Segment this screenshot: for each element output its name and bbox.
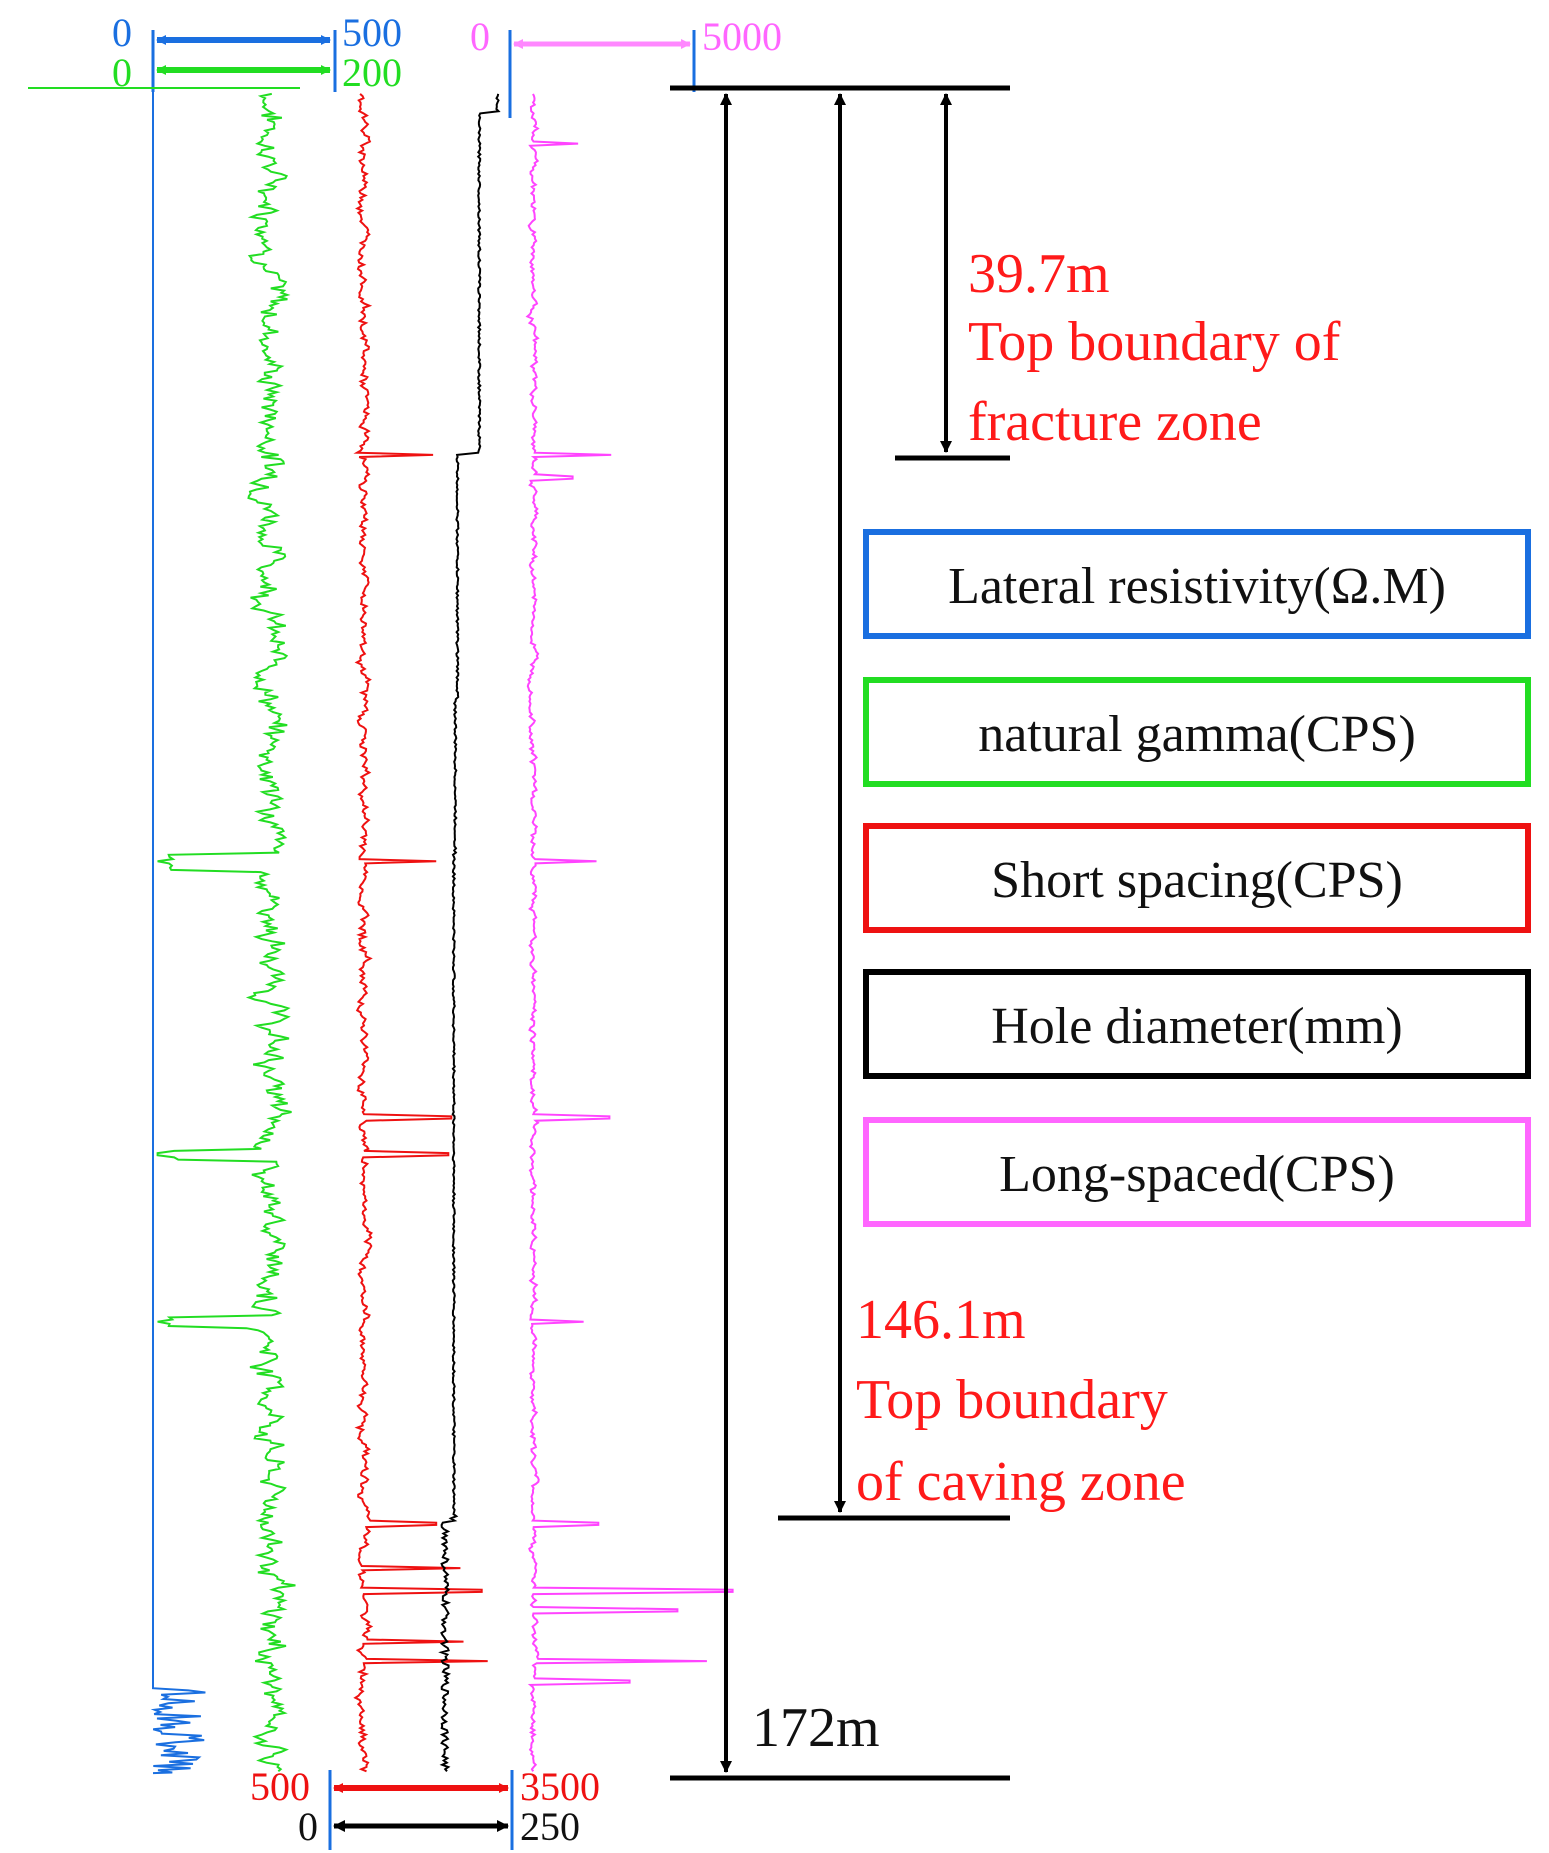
caving-depth-text-2: of caving zone [856,1451,1186,1513]
fracture-depth-text-1: Top boundary of [968,311,1341,373]
lateral-resistivity-curve [150,88,206,1775]
hole-diameter-scale-max: 250 [520,1804,580,1849]
short-spacing-scale-min: 500 [250,1764,310,1809]
gamma-scale-min: 0 [112,50,132,95]
legend-label-resistivity: Lateral resistivity(Ω.M) [948,558,1446,615]
legend: Lateral resistivity(Ω.M) natural gamma(C… [863,529,1531,1227]
bottom-scales: 500 3500 0 250 [250,1764,600,1850]
resistivity-scale-min: 0 [112,10,132,55]
legend-label-short-spacing: Short spacing(CPS) [991,852,1403,909]
short-spacing-scale-max: 3500 [520,1764,600,1809]
log-curves [28,87,734,1775]
legend-box-long-spaced [863,1117,1531,1227]
legend-label-long-spaced: Long-spaced(CPS) [999,1146,1395,1203]
hole-diameter-scale-min: 0 [298,1804,318,1849]
long-spaced-curve [525,93,734,1772]
caving-depth-text-1: Top boundary [856,1369,1168,1431]
legend-label-hole-diameter: Hole diameter(mm) [991,998,1403,1055]
resistivity-scale-max: 500 [342,10,402,55]
fracture-depth-text-2: fracture zone [968,391,1262,453]
legend-label-gamma: natural gamma(CPS) [978,706,1416,763]
depth-markers: 39.7m Top boundary of fracture zone 146.… [670,85,1341,1781]
hole-diameter-curve [438,93,501,1772]
legend-box-resistivity [863,529,1531,639]
natural-gamma-curve [156,92,296,1773]
short-spacing-curve [353,93,488,1773]
fracture-depth-value: 39.7m [968,243,1110,305]
legend-box-hole-diameter [863,969,1531,1079]
gamma-scale-max: 200 [342,50,402,95]
legend-box-short-spacing [863,823,1531,933]
top-scales: 0 500 0 200 0 5000 [112,10,782,118]
long-spaced-scale-max: 5000 [702,14,782,59]
caving-depth-value: 146.1m [856,1289,1026,1351]
total-depth-value: 172m [752,1697,880,1759]
long-spaced-scale-min: 0 [470,14,490,59]
legend-box-gamma [863,677,1531,787]
